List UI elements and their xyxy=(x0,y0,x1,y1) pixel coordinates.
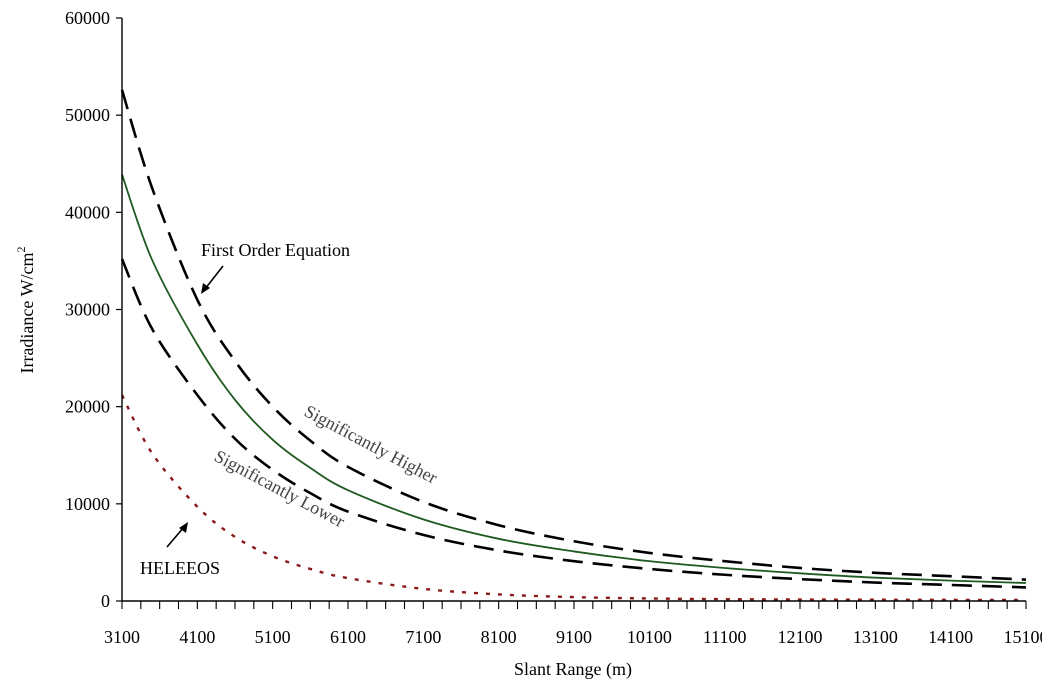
y-tick-label: 40000 xyxy=(65,202,110,222)
series-line-3 xyxy=(120,394,1027,602)
x-tick-label: 5100 xyxy=(255,627,291,647)
x-tick-label: 11100 xyxy=(703,627,747,647)
series-line-2 xyxy=(120,258,1027,589)
annotation-first-order-equation: First Order Equation xyxy=(201,240,350,260)
x-tick-label: 14100 xyxy=(928,627,973,647)
y-axis-title-superscript: 2 xyxy=(14,246,28,252)
axes-layer xyxy=(121,18,1026,602)
x-tick-label: 3100 xyxy=(104,627,140,647)
x-tick-label: 10100 xyxy=(627,627,672,647)
annotation-arrow-heleeos-head xyxy=(179,522,188,533)
annotation-arrow-first-order-head xyxy=(201,283,210,294)
y-tick-label: 60000 xyxy=(65,8,110,28)
annotation-arrow-first-order-shaft xyxy=(204,265,224,290)
x-tick-label: 7100 xyxy=(405,627,441,647)
y-tick-label: 30000 xyxy=(65,300,110,320)
ticks-layer: 0 10000 20000 30000 40000 50000 60000 3100 4100 5… xyxy=(65,8,1042,647)
y-tick-label: 10000 xyxy=(65,494,110,514)
y-axis-title-main: Irradiance W/cm xyxy=(17,252,37,373)
series-line-1 xyxy=(121,174,1027,584)
annotation-arrow-heleeos-shaft xyxy=(166,526,185,548)
annotation-significantly-lower: Significantly Lower xyxy=(211,446,348,531)
x-tick-label: 6100 xyxy=(330,627,366,647)
y-tick-label: 0 xyxy=(101,591,110,611)
x-tick-label: 8100 xyxy=(481,627,517,647)
x-axis-title: Slant Range (m) xyxy=(514,659,632,680)
x-tick-label: 15100 xyxy=(1004,627,1042,647)
annotation-significantly-higher: Significantly Higher xyxy=(301,401,441,488)
y-axis-title: Irradiance W/cm2 xyxy=(14,246,37,373)
x-tick-label: 9100 xyxy=(556,627,592,647)
annotation-heleeos: HELEEOS xyxy=(140,558,220,578)
series-line-0 xyxy=(120,89,1027,581)
x-tick-label: 4100 xyxy=(179,627,215,647)
series-layer xyxy=(120,89,1027,602)
x-tick-label: 12100 xyxy=(778,627,823,647)
y-tick-label: 50000 xyxy=(65,105,110,125)
x-tick-label: 13100 xyxy=(853,627,898,647)
y-tick-label: 20000 xyxy=(65,397,110,417)
